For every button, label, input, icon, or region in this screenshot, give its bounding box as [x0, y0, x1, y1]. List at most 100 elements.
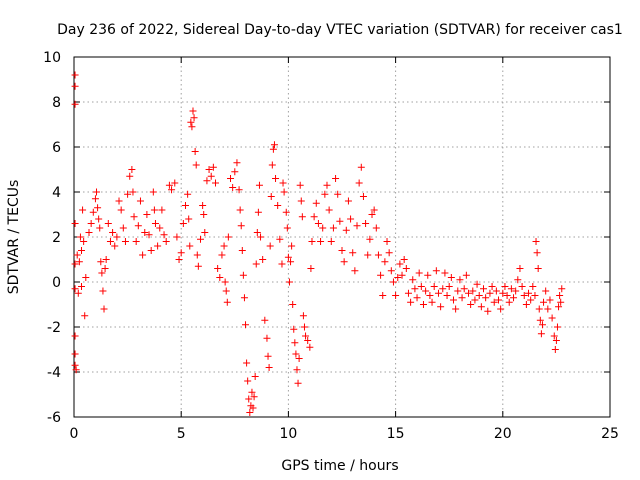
data-point: [312, 199, 320, 207]
data-point: [214, 265, 222, 272]
data-point: [201, 229, 209, 236]
data-point: [501, 283, 509, 290]
data-point: [175, 256, 183, 263]
data-point: [80, 238, 88, 245]
data-point: [362, 220, 370, 227]
data-point: [471, 296, 479, 304]
data-point: [437, 303, 445, 311]
data-point: [532, 238, 540, 245]
data-points: [71, 71, 566, 416]
data-point: [377, 271, 385, 279]
data-point: [292, 350, 300, 358]
data-point: [458, 294, 466, 302]
data-point: [441, 269, 449, 277]
data-point: [300, 323, 308, 331]
data-point: [199, 202, 207, 209]
data-point: [261, 316, 269, 324]
data-point: [409, 276, 417, 284]
data-point: [91, 195, 99, 203]
data-point: [132, 238, 140, 245]
data-point: [540, 298, 548, 306]
data-point: [507, 285, 515, 293]
data-point: [191, 148, 199, 155]
data-point: [119, 224, 127, 232]
data-point: [113, 233, 121, 241]
data-point: [82, 274, 90, 281]
data-point: [102, 256, 110, 263]
data-point: [284, 253, 292, 261]
data-point: [136, 197, 144, 205]
data-point: [224, 233, 232, 241]
data-point: [381, 258, 389, 266]
data-point: [168, 186, 176, 194]
data-point: [462, 271, 470, 279]
data-point: [85, 229, 93, 236]
data-point: [126, 172, 134, 180]
data-point: [109, 229, 117, 236]
data-point: [550, 332, 558, 340]
data-point: [329, 224, 337, 232]
data-point: [165, 181, 173, 189]
data-point: [203, 177, 211, 185]
data-point: [548, 314, 556, 322]
data-point: [238, 247, 246, 254]
data-point: [411, 285, 419, 293]
data-point: [252, 260, 260, 268]
data-point: [323, 181, 331, 189]
data-point: [93, 188, 101, 196]
data-point: [162, 238, 170, 245]
data-point: [245, 395, 253, 403]
data-point: [106, 238, 114, 245]
data-point: [291, 339, 299, 347]
data-point: [290, 325, 298, 333]
data-point: [407, 298, 415, 306]
data-point: [117, 206, 125, 214]
data-point: [512, 287, 520, 295]
data-point: [288, 242, 296, 250]
data-point: [368, 211, 376, 218]
data-point: [115, 197, 123, 205]
data-point: [307, 265, 315, 272]
data-point: [222, 287, 230, 295]
data-point: [158, 206, 166, 214]
data-point: [71, 260, 79, 268]
data-point: [237, 222, 245, 230]
data-point: [404, 289, 412, 297]
y-tick-label: 0: [52, 275, 61, 291]
data-point: [558, 285, 566, 293]
data-point: [289, 301, 297, 308]
data-point: [246, 409, 254, 416]
data-point: [338, 247, 346, 254]
data-point: [314, 220, 322, 227]
data-point: [244, 377, 252, 385]
data-point: [366, 235, 374, 243]
data-point: [264, 352, 272, 360]
data-point: [149, 188, 157, 196]
data-point: [518, 283, 526, 290]
data-point: [139, 251, 147, 259]
data-point: [402, 265, 410, 272]
data-point: [111, 242, 119, 250]
data-point: [266, 242, 274, 250]
tick-labels: 0 5 10 15 20 25 -6 -4 -2 0 2 4 6 8 10: [43, 50, 619, 442]
data-point: [265, 364, 273, 371]
data-point: [156, 224, 164, 232]
data-point: [544, 305, 552, 313]
data-point: [251, 373, 259, 380]
data-point: [87, 220, 95, 227]
data-point: [73, 251, 81, 259]
data-point: [150, 206, 158, 214]
data-point: [392, 292, 400, 299]
data-point: [253, 229, 261, 236]
x-tick-label: 15: [387, 426, 405, 442]
data-point: [443, 292, 451, 299]
data-point: [185, 215, 193, 223]
data-point: [171, 179, 179, 187]
x-tick-label: 25: [601, 426, 619, 442]
data-point: [536, 316, 544, 324]
data-point: [71, 350, 79, 358]
data-point: [97, 258, 105, 266]
y-tick-label: -2: [47, 320, 61, 336]
data-point: [449, 296, 457, 304]
